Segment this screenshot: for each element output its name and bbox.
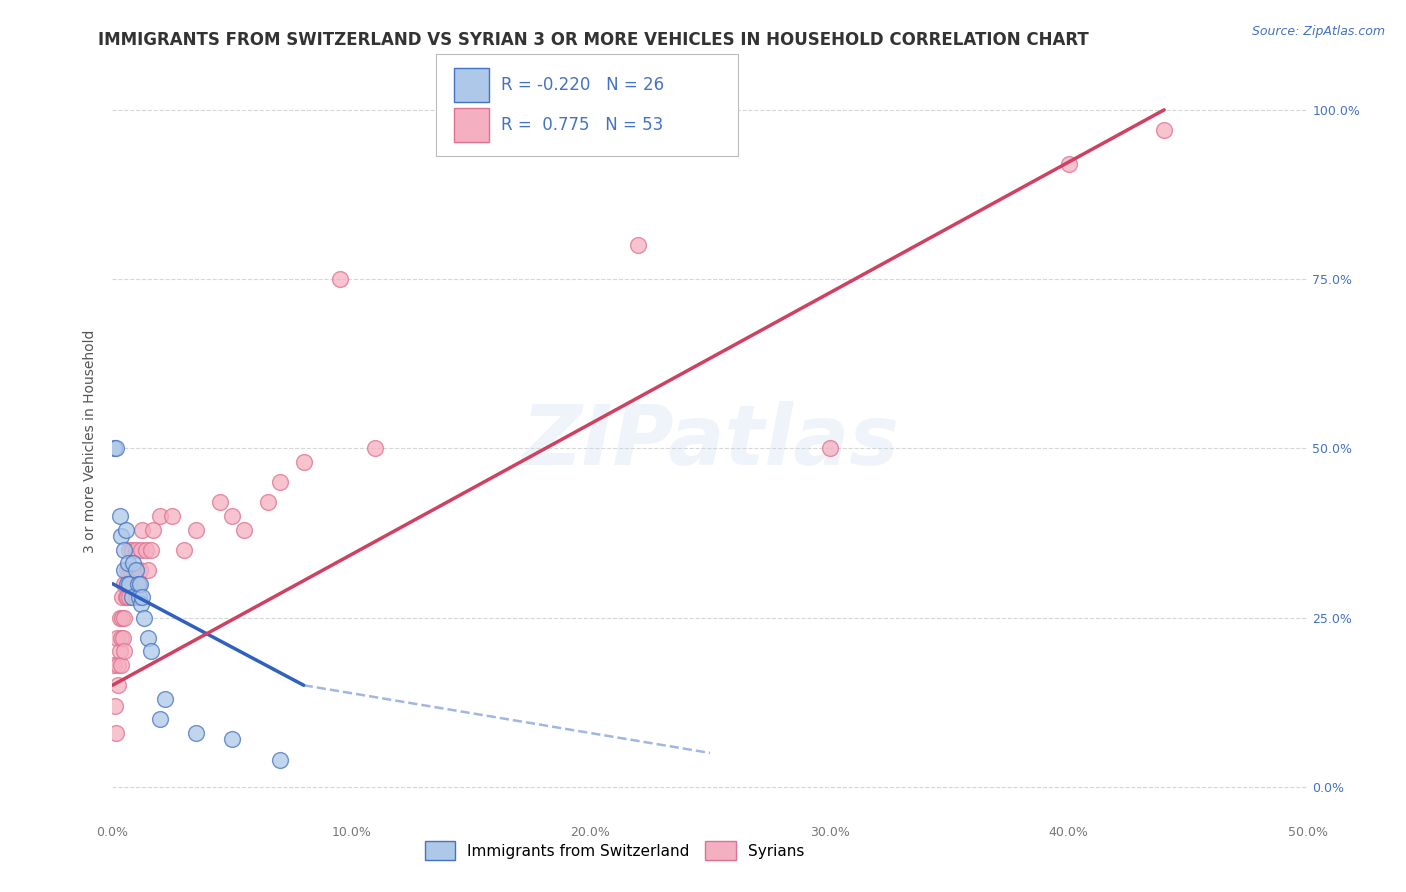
Y-axis label: 3 or more Vehicles in Household: 3 or more Vehicles in Household <box>83 330 97 553</box>
Point <box>125 591 148 605</box>
Point <box>329 272 352 286</box>
Point <box>132 610 155 624</box>
Point <box>114 591 136 605</box>
Point <box>121 591 143 605</box>
Point <box>627 238 650 252</box>
Point <box>125 563 148 577</box>
Point <box>125 542 148 557</box>
Point <box>118 542 141 557</box>
Point <box>186 523 208 537</box>
Point <box>221 508 243 523</box>
Point <box>233 523 256 537</box>
Point <box>139 542 162 557</box>
Point <box>114 542 135 557</box>
Point <box>114 644 135 658</box>
Point <box>105 631 128 645</box>
Point <box>121 576 143 591</box>
Text: R = -0.220   N = 26: R = -0.220 N = 26 <box>501 76 664 94</box>
Point <box>118 576 141 591</box>
Point <box>103 442 125 456</box>
Point <box>120 563 142 577</box>
Point <box>111 610 134 624</box>
Point <box>114 610 135 624</box>
Point <box>121 576 143 591</box>
Point <box>103 657 125 672</box>
Point <box>209 495 232 509</box>
Point <box>127 576 149 591</box>
Text: ZIPatlas: ZIPatlas <box>522 401 898 482</box>
Point <box>1057 157 1080 171</box>
Point <box>122 563 145 577</box>
Point <box>128 576 150 591</box>
Point <box>110 657 132 672</box>
Point <box>121 542 143 557</box>
Point <box>129 542 152 557</box>
Point <box>114 523 136 537</box>
Point <box>135 542 157 557</box>
Point <box>131 523 153 537</box>
Point <box>105 725 128 739</box>
Point <box>117 557 139 571</box>
Point <box>149 508 172 523</box>
Point <box>121 557 143 571</box>
Point <box>139 644 162 658</box>
Point <box>108 508 131 523</box>
Point <box>129 563 152 577</box>
Point <box>1153 123 1175 137</box>
Point <box>131 591 153 605</box>
Point <box>108 610 131 624</box>
Point <box>292 455 315 469</box>
Point <box>115 563 138 577</box>
Point <box>138 631 160 645</box>
Text: R =  0.775   N = 53: R = 0.775 N = 53 <box>501 116 662 134</box>
Legend: Immigrants from Switzerland, Syrians: Immigrants from Switzerland, Syrians <box>419 835 810 866</box>
Point <box>108 644 131 658</box>
Point <box>129 576 152 591</box>
Point <box>818 442 841 456</box>
Point <box>114 563 135 577</box>
Point <box>128 591 150 605</box>
Point <box>138 563 160 577</box>
Point <box>105 442 128 456</box>
Point <box>110 631 132 645</box>
Point <box>110 529 132 543</box>
Point <box>221 732 243 747</box>
Point <box>114 576 135 591</box>
Point <box>153 691 176 706</box>
Point <box>162 508 183 523</box>
Point <box>117 576 139 591</box>
Point <box>115 576 138 591</box>
Point <box>112 631 135 645</box>
Point <box>257 495 280 509</box>
Point <box>173 542 195 557</box>
Text: IMMIGRANTS FROM SWITZERLAND VS SYRIAN 3 OR MORE VEHICLES IN HOUSEHOLD CORRELATIO: IMMIGRANTS FROM SWITZERLAND VS SYRIAN 3 … <box>98 31 1090 49</box>
Point <box>186 725 208 739</box>
Point <box>129 597 152 611</box>
Point <box>269 753 291 767</box>
Point <box>269 475 291 490</box>
Point <box>118 591 141 605</box>
Point <box>111 591 134 605</box>
Point <box>107 678 129 692</box>
Point <box>104 698 127 713</box>
Point <box>364 442 387 456</box>
Point <box>149 712 172 726</box>
Text: Source: ZipAtlas.com: Source: ZipAtlas.com <box>1251 25 1385 38</box>
Point <box>115 591 138 605</box>
Point <box>142 523 165 537</box>
Point <box>107 657 129 672</box>
